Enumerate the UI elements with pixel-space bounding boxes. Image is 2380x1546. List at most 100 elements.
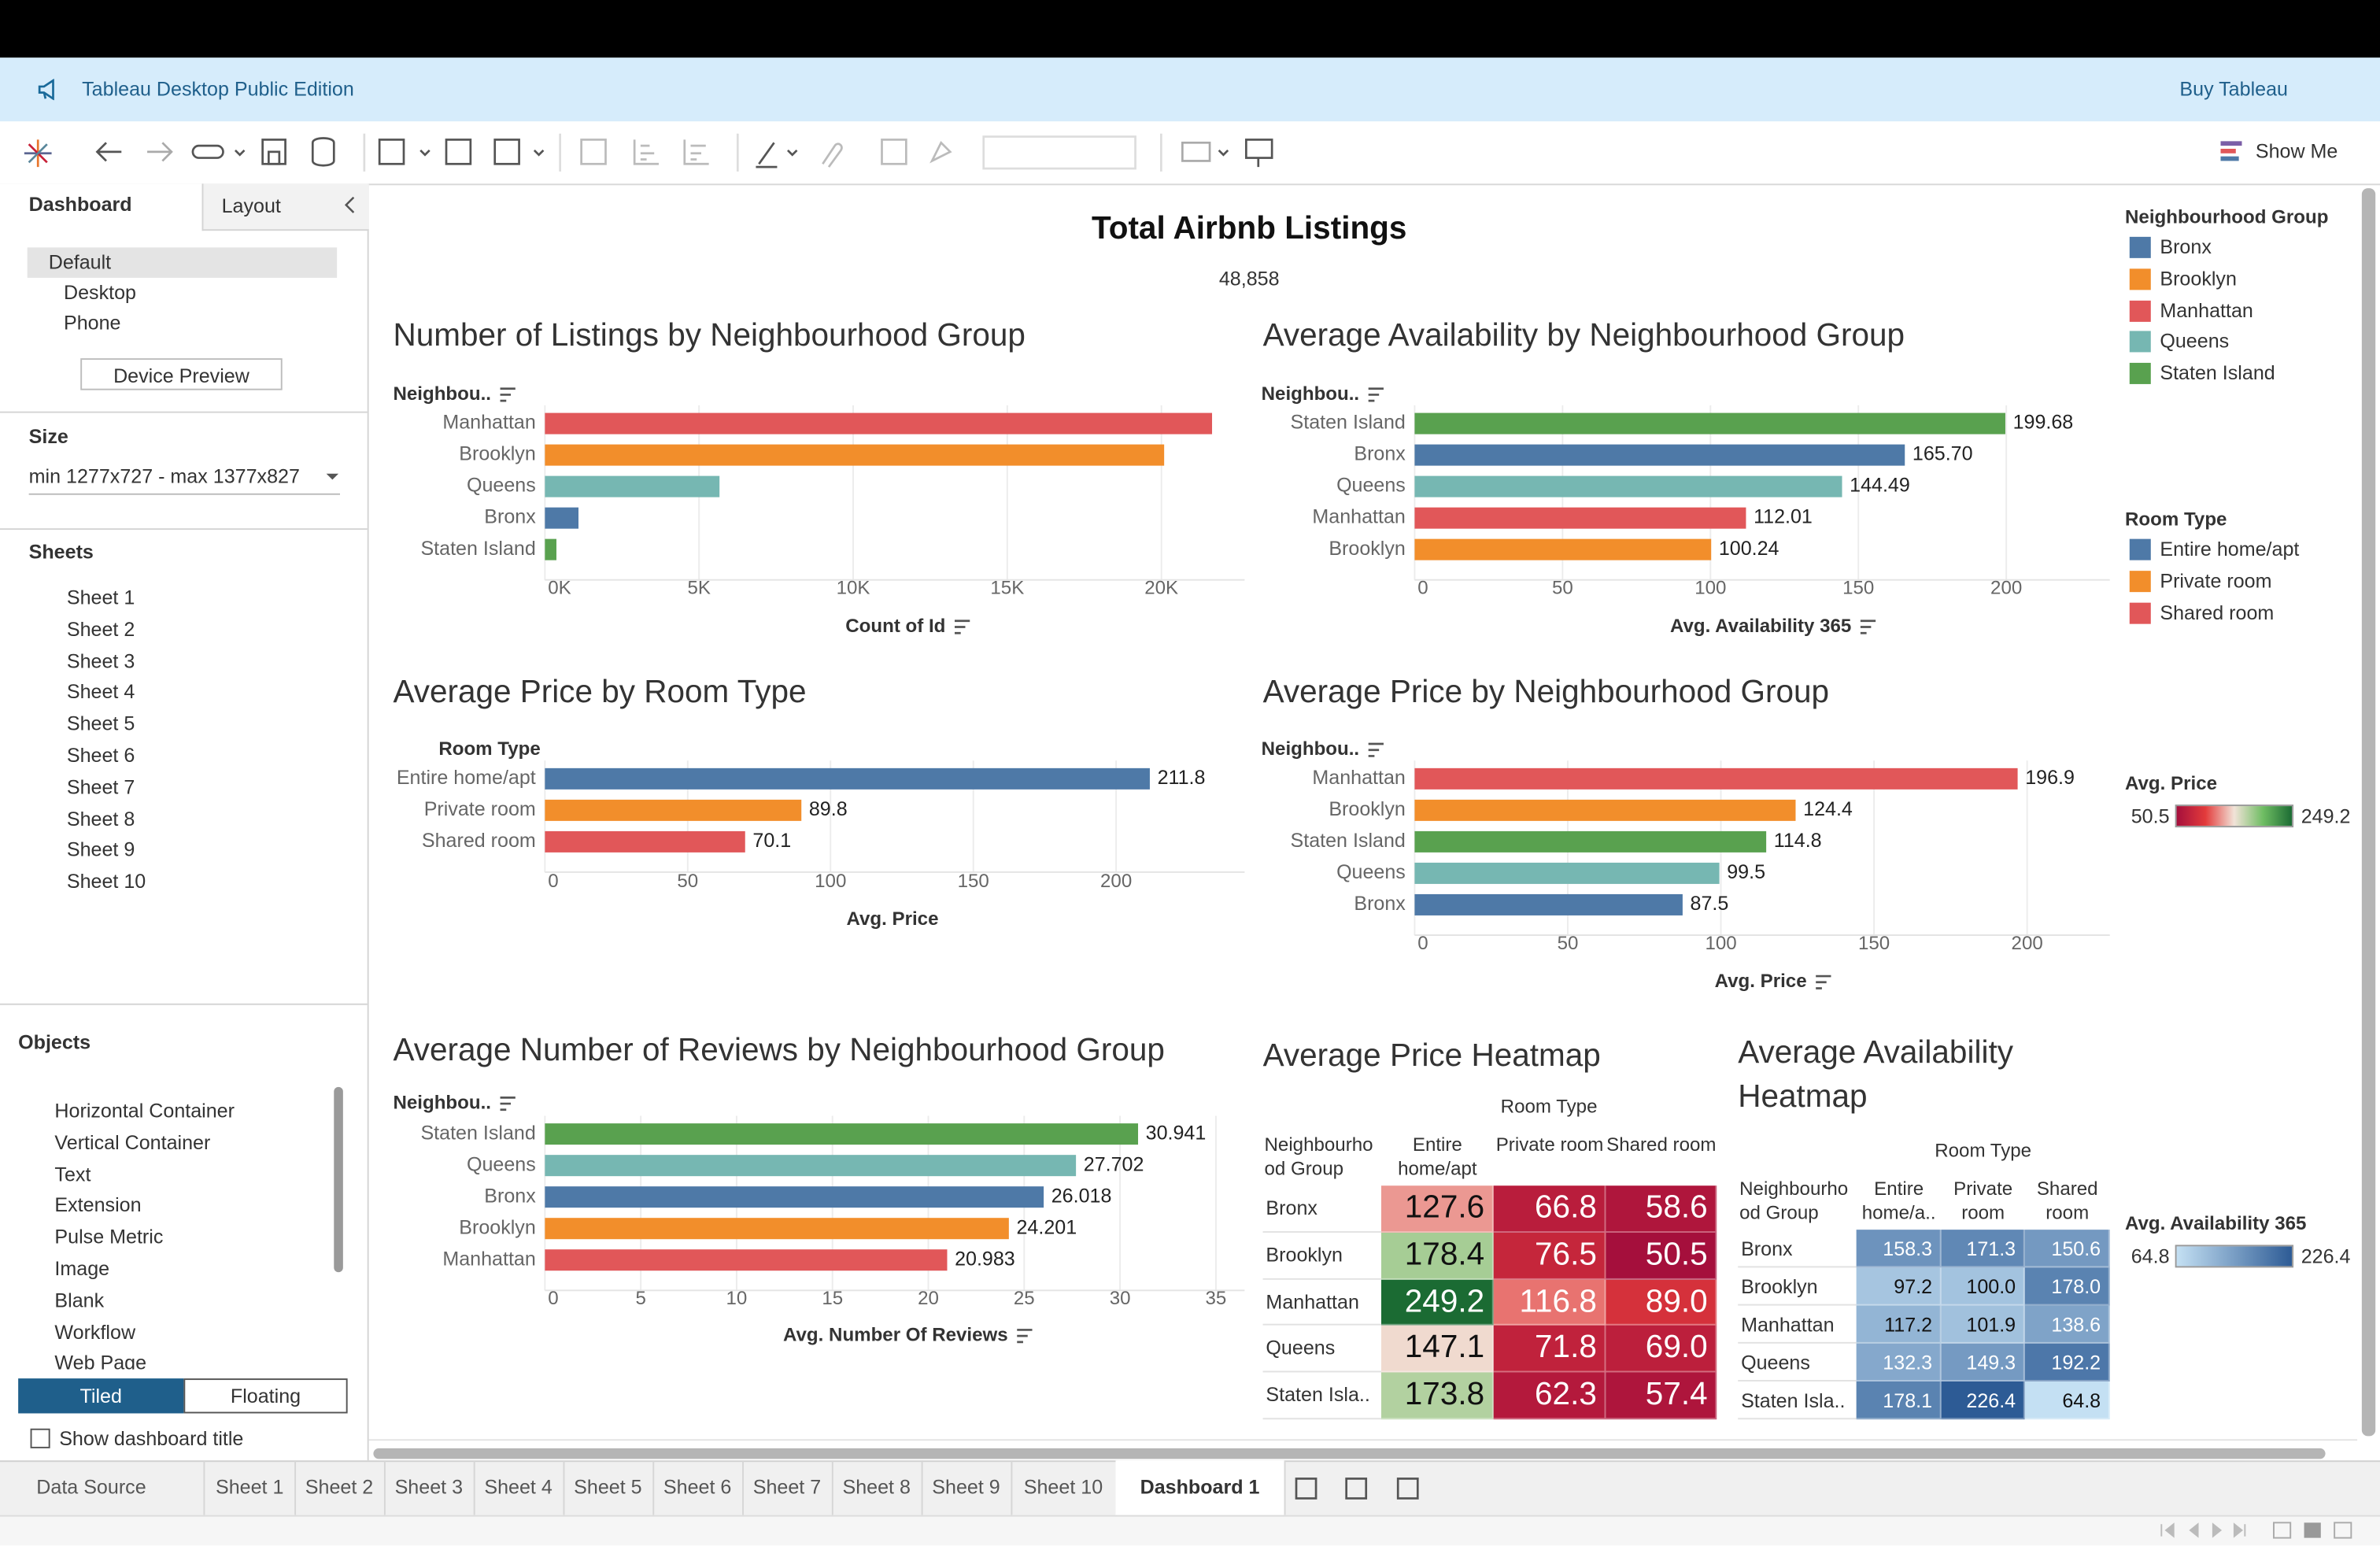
floating-toggle[interactable]: Floating — [183, 1378, 348, 1414]
chart-title: Number of Listings by Neighbourhood Grou… — [393, 316, 1025, 353]
sheet-tab[interactable]: Data Source — [0, 1460, 205, 1515]
chart-title: Average Price by Neighbourhood Group — [1263, 673, 1829, 709]
sheet-item[interactable]: Sheet 2 — [66, 617, 135, 641]
swap-axes[interactable] — [580, 139, 607, 165]
legend-swatch[interactable] — [2129, 268, 2151, 290]
sort-icon[interactable] — [1860, 620, 1876, 634]
sheet-tab[interactable]: Sheet 7 — [742, 1460, 833, 1515]
new-story[interactable] — [1396, 1478, 1419, 1500]
sheet-item[interactable]: Sheet 1 — [66, 586, 135, 609]
cards[interactable] — [1181, 141, 1211, 162]
size-dropdown[interactable]: min 1277x727 - max 1377x827 — [28, 464, 300, 488]
pin[interactable] — [929, 141, 952, 164]
presentation[interactable] — [1245, 139, 1273, 159]
sort-icon[interactable] — [954, 620, 970, 634]
legend-swatch[interactable] — [2129, 299, 2151, 321]
new-sheet[interactable] — [378, 139, 405, 165]
legend-swatch[interactable] — [2129, 538, 2151, 560]
sort-desc[interactable] — [683, 139, 709, 165]
labels[interactable] — [881, 139, 907, 165]
attach[interactable] — [822, 142, 843, 168]
highlight[interactable] — [758, 142, 775, 165]
legend-item[interactable]: Entire home/apt — [2160, 537, 2300, 560]
object-item[interactable]: Image — [54, 1256, 110, 1280]
sheet-item[interactable]: Sheet 10 — [66, 870, 146, 893]
sheet-item[interactable]: Sheet 6 — [66, 743, 135, 767]
sheet-tab[interactable]: Sheet 5 — [563, 1460, 655, 1515]
legend-swatch[interactable] — [2129, 570, 2151, 592]
sheet-item[interactable]: Sheet 7 — [66, 775, 135, 799]
sheet-tab[interactable]: Sheet 6 — [652, 1460, 744, 1515]
object-item[interactable]: Text — [54, 1162, 91, 1185]
legend-item[interactable]: Bronx — [2160, 235, 2212, 258]
new-worksheet[interactable] — [1295, 1478, 1318, 1500]
sort-icon[interactable] — [500, 1097, 516, 1111]
new-data-source[interactable] — [311, 137, 335, 167]
bar — [545, 1123, 1139, 1145]
legend-swatch[interactable] — [2129, 236, 2151, 258]
object-item[interactable]: Blank — [54, 1288, 105, 1311]
layout-tab[interactable]: Layout — [221, 194, 281, 217]
tableau-logo[interactable] — [24, 139, 52, 168]
legend-swatch[interactable] — [2129, 601, 2151, 623]
redo[interactable] — [147, 142, 173, 162]
collapse-icon[interactable] — [343, 196, 358, 214]
device-option[interactable]: Default — [48, 250, 112, 274]
category-label: Brooklyn — [1329, 538, 1406, 560]
sheet-item[interactable]: Sheet 4 — [66, 680, 135, 704]
fit-dropdown[interactable] — [982, 135, 1136, 170]
show-title-label[interactable]: Show dashboard title — [59, 1426, 244, 1450]
active-sheet-tab[interactable]: Dashboard 1 — [1115, 1460, 1286, 1515]
tiled-toggle[interactable]: Tiled — [18, 1378, 184, 1414]
object-item[interactable]: Vertical Container — [54, 1130, 211, 1154]
sheet-tab[interactable]: Sheet 3 — [384, 1460, 475, 1515]
legend-item[interactable]: Queens — [2160, 329, 2230, 353]
checkbox[interactable] — [30, 1428, 50, 1448]
sort-icon[interactable] — [500, 387, 516, 402]
scrollbar[interactable] — [334, 1086, 343, 1273]
sort-icon[interactable] — [1368, 742, 1384, 757]
sheet-tab[interactable]: Sheet 1 — [205, 1460, 297, 1515]
object-item[interactable]: Pulse Metric — [54, 1225, 164, 1248]
device-option[interactable]: Desktop — [63, 280, 136, 304]
swap[interactable] — [191, 144, 224, 159]
sort-asc[interactable] — [633, 139, 659, 165]
sheet-tab[interactable]: Sheet 4 — [474, 1460, 565, 1515]
duplicate[interactable] — [445, 139, 472, 165]
legend-item[interactable]: Shared room — [2160, 600, 2275, 623]
sheet-tab[interactable]: Sheet 8 — [832, 1460, 923, 1515]
horizontal-scrollbar[interactable] — [373, 1448, 2326, 1459]
bar — [545, 1155, 1077, 1177]
sheet-item[interactable]: Sheet 9 — [66, 838, 135, 862]
object-item[interactable]: Extension — [54, 1193, 142, 1217]
object-item[interactable]: Horizontal Container — [54, 1099, 235, 1123]
new-dashboard[interactable] — [1345, 1478, 1368, 1500]
sheet-tab[interactable]: Sheet 2 — [294, 1460, 386, 1515]
legend-item[interactable]: Brooklyn — [2160, 266, 2237, 290]
sort-icon[interactable] — [1816, 975, 1831, 989]
object-item[interactable]: Workflow — [54, 1320, 136, 1344]
heatmap-cell: 171.3 — [1941, 1230, 2025, 1268]
buy-link[interactable]: Buy Tableau — [2179, 77, 2288, 101]
vertical-scrollbar[interactable] — [2361, 188, 2376, 1437]
sheet-tab[interactable]: Sheet 10 — [1011, 1460, 1118, 1515]
object-item[interactable]: Web Page — [54, 1352, 147, 1370]
sheet-tab[interactable]: Sheet 9 — [922, 1460, 1013, 1515]
sheet-item[interactable]: Sheet 5 — [66, 712, 135, 735]
undo[interactable] — [95, 142, 122, 162]
legend-item[interactable]: Staten Island — [2160, 361, 2275, 384]
legend-swatch[interactable] — [2129, 362, 2151, 384]
legend-item[interactable]: Private room — [2160, 568, 2272, 592]
legend-item[interactable]: Manhattan — [2160, 298, 2253, 321]
sheet-item[interactable]: Sheet 3 — [66, 649, 135, 672]
value-label: 196.9 — [2025, 767, 2075, 789]
sheet-item[interactable]: Sheet 8 — [66, 807, 135, 830]
clear[interactable] — [493, 139, 520, 165]
legend-swatch[interactable] — [2129, 331, 2151, 353]
dashboard-tab[interactable]: Dashboard — [28, 192, 132, 216]
device-preview-button[interactable]: Device Preview — [80, 358, 283, 390]
show-me-button[interactable]: Show Me — [2255, 139, 2338, 163]
sort-icon[interactable] — [1017, 1329, 1033, 1344]
sort-icon[interactable] — [1368, 387, 1384, 402]
device-option[interactable]: Phone — [63, 311, 121, 335]
